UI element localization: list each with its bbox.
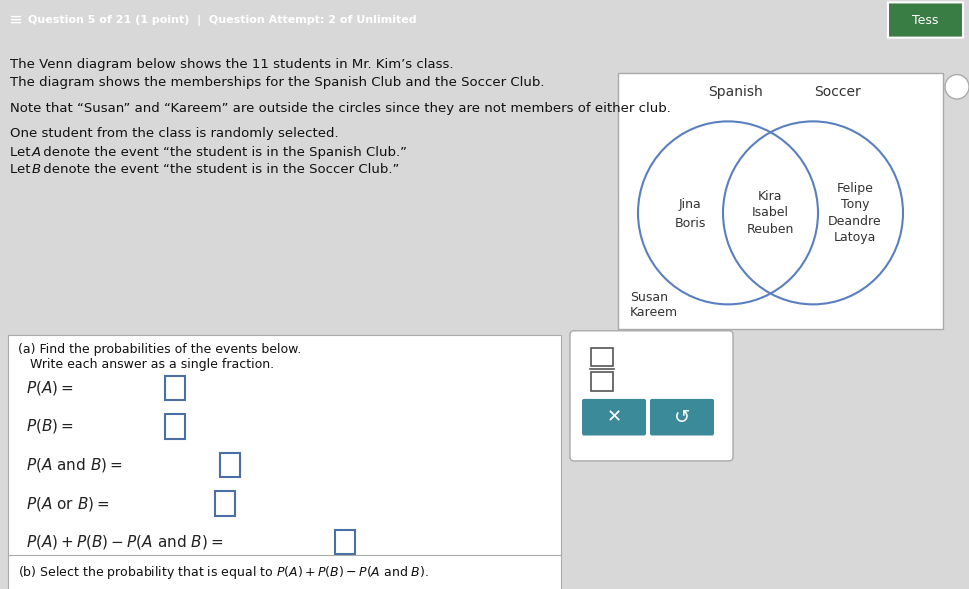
Text: Jina: Jina: [678, 198, 701, 211]
Text: (b) Select the probability that is equal to $P(A)+P(B)-P(A$ and $B)$.: (b) Select the probability that is equal…: [18, 564, 428, 581]
Text: $\mathit{A}$: $\mathit{A}$: [31, 145, 42, 159]
Text: denote the event “the student is in the Spanish Club.”: denote the event “the student is in the …: [39, 145, 407, 159]
Text: $P(A) + P(B) - P(A\ \mathrm{and}\ B) = $: $P(A) + P(B) - P(A\ \mathrm{and}\ B) = $: [26, 533, 223, 551]
Text: ≡: ≡: [8, 11, 22, 29]
FancyBboxPatch shape: [8, 335, 560, 589]
FancyBboxPatch shape: [215, 491, 234, 516]
Text: Deandre: Deandre: [828, 214, 881, 227]
Text: Susan: Susan: [629, 291, 668, 304]
FancyBboxPatch shape: [165, 414, 185, 439]
Text: Write each answer as a single fraction.: Write each answer as a single fraction.: [30, 358, 274, 371]
Text: Kira: Kira: [758, 190, 782, 203]
Text: Latoya: Latoya: [833, 231, 875, 244]
FancyBboxPatch shape: [334, 530, 355, 554]
Text: Felipe: Felipe: [835, 182, 872, 195]
Text: ✕: ✕: [606, 408, 621, 426]
Text: Kareem: Kareem: [629, 306, 677, 319]
Text: Isabel: Isabel: [751, 206, 788, 219]
Text: ↺: ↺: [673, 408, 690, 426]
Text: Note that “Susan” and “Kareem” are outside the circles since they are not member: Note that “Susan” and “Kareem” are outsi…: [10, 102, 671, 115]
FancyBboxPatch shape: [887, 2, 962, 38]
FancyBboxPatch shape: [581, 399, 645, 435]
Text: $P(B) = $: $P(B) = $: [26, 418, 74, 435]
FancyBboxPatch shape: [570, 331, 733, 461]
Text: $P(A\ \mathrm{or}\ B) = $: $P(A\ \mathrm{or}\ B) = $: [26, 495, 109, 512]
FancyBboxPatch shape: [590, 348, 612, 366]
Text: The diagram shows the memberships for the Spanish Club and the Soccer Club.: The diagram shows the memberships for th…: [10, 75, 544, 88]
Text: Spanish: Spanish: [708, 85, 763, 99]
Text: (a) Find the probabilities of the events below.: (a) Find the probabilities of the events…: [18, 343, 301, 356]
Text: Question 5 of 21 (1 point)  |  Question Attempt: 2 of Unlimited: Question 5 of 21 (1 point) | Question At…: [28, 15, 417, 25]
Text: Let: Let: [10, 163, 35, 176]
FancyBboxPatch shape: [165, 376, 185, 400]
Text: Reuben: Reuben: [746, 223, 794, 236]
Text: Tony: Tony: [840, 198, 868, 211]
Text: Boris: Boris: [673, 217, 705, 230]
Circle shape: [944, 75, 968, 99]
Text: denote the event “the student is in the Soccer Club.”: denote the event “the student is in the …: [39, 163, 399, 176]
FancyBboxPatch shape: [590, 372, 612, 391]
Text: The Venn diagram below shows the 11 students in Mr. Kim’s class.: The Venn diagram below shows the 11 stud…: [10, 58, 453, 71]
FancyBboxPatch shape: [649, 399, 713, 435]
Text: $P(A\ \mathrm{and}\ B) = $: $P(A\ \mathrm{and}\ B) = $: [26, 456, 122, 474]
Text: Let: Let: [10, 145, 35, 159]
FancyBboxPatch shape: [617, 72, 942, 329]
Text: $P(A) = $: $P(A) = $: [26, 379, 74, 397]
Text: Tess: Tess: [911, 14, 937, 27]
Text: One student from the class is randomly selected.: One student from the class is randomly s…: [10, 127, 338, 141]
Text: Soccer: Soccer: [814, 85, 860, 99]
FancyBboxPatch shape: [220, 453, 239, 477]
Text: (: (: [953, 80, 958, 93]
Text: $\mathit{B}$: $\mathit{B}$: [31, 163, 42, 176]
